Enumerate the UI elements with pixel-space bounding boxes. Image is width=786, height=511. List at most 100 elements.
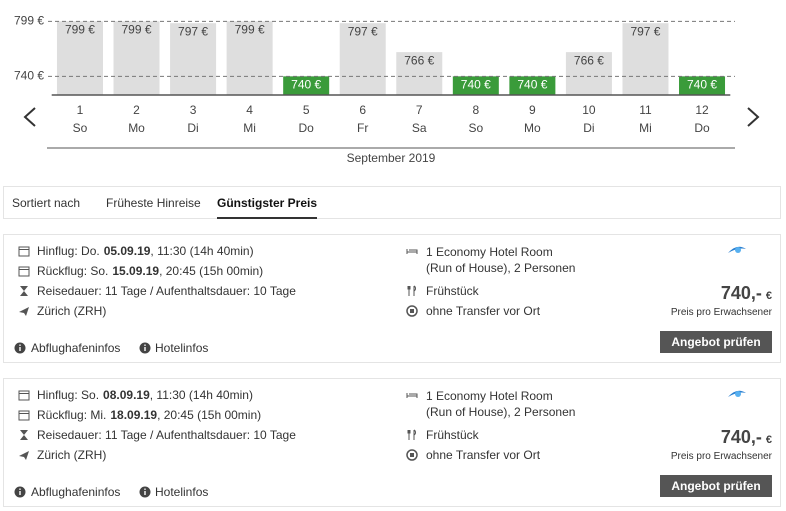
text: Zürich (ZRH) (37, 304, 107, 318)
bar-label: 797 € (630, 24, 660, 38)
text: Zürich (ZRH) (37, 448, 107, 462)
link[interactable]: Hotelinfos (155, 341, 209, 355)
cutlery-icon (407, 429, 416, 440)
bar-label: 797 € (178, 24, 208, 38)
bed-icon (406, 393, 418, 398)
bar-label: 740 € (687, 78, 717, 92)
text: , 20:45 (15h 00min) (157, 408, 262, 422)
weekday-label: Di (187, 121, 198, 135)
text: , 11:30 (14h 40min) (150, 244, 254, 258)
weekday-label: Mi (639, 121, 652, 135)
weekday-label: Do (299, 121, 315, 135)
currency: € (765, 290, 772, 302)
offer-button[interactable]: Angebot prüfen (660, 475, 772, 497)
offer-button[interactable]: Angebot prüfen (660, 331, 772, 353)
outbound-flight: Hinflug: So. 08.09.19, 11:30 (14h 40min) (37, 388, 253, 402)
info-icon (139, 486, 151, 498)
sort-label: Sortiert nach (12, 196, 81, 210)
info-icon (139, 342, 151, 354)
weekday-label: Mi (243, 121, 256, 135)
date: 15.09.19 (112, 264, 160, 278)
plane-icon (19, 451, 29, 460)
weekday-label: Sa (412, 121, 427, 135)
text: Rückflug: So. (37, 264, 109, 278)
duration: Reisedauer: 11 Tage / Aufenthaltsdauer: … (37, 284, 296, 298)
bar-label: 797 € (348, 24, 378, 38)
meal: Frühstück (426, 284, 479, 298)
x-tick-label: 11 (639, 103, 652, 117)
weekday-label: Di (583, 121, 594, 135)
link[interactable]: Abflughafeninfos (31, 485, 121, 499)
bar-label: 740 € (461, 78, 491, 92)
next-arrow[interactable] (747, 107, 760, 127)
bar (396, 52, 443, 95)
weekday-label: Fr (357, 121, 368, 135)
hourglass-icon (20, 430, 28, 440)
plane-icon (19, 307, 29, 316)
price-chart: September 2019 799 € 1 So 799 € 2 Mo 797 € 3 Di 7… (14, 14, 760, 165)
offer-card: Hinflug: Do. 05.09.19, 11:30 (14h 40min) R… (3, 234, 781, 363)
bar (283, 76, 330, 95)
operator-logo (728, 246, 746, 253)
x-tick-label: 2 (133, 103, 140, 117)
date: 05.09.19 (103, 244, 151, 258)
calendar-icon (18, 246, 30, 257)
weekday-label: Mo (128, 121, 145, 135)
bar (622, 23, 669, 95)
currency: € (765, 434, 772, 446)
date: 08.09.19 (103, 388, 150, 402)
bar-label: 740 € (517, 78, 547, 92)
bed-icon (406, 249, 418, 254)
bar-label: 766 € (574, 53, 604, 67)
duration: Reisedauer: 11 Tage / Aufenthaltsdauer: … (37, 428, 296, 442)
calendar-icon (18, 390, 30, 401)
date: 18.09.19 (110, 408, 158, 422)
link[interactable]: Hotelinfos (155, 485, 209, 499)
link[interactable]: Abflughafeninfos (31, 341, 121, 355)
weekday-label: Mo (524, 121, 541, 135)
x-tick-label: 1 (77, 103, 84, 117)
offer-card: Hinflug: So. 08.09.19, 11:30 (14h 40min) R… (3, 378, 781, 507)
sort-option[interactable]: Günstigster Preis (217, 196, 318, 219)
text: Hinflug: Do. (37, 244, 100, 258)
x-tick-label: 10 (582, 103, 596, 117)
bar (170, 23, 217, 95)
price-box: 740,- € (721, 283, 772, 306)
x-tick-label: 6 (359, 103, 366, 117)
bar (226, 21, 273, 95)
price-note: Preis pro Erwachsener (670, 451, 772, 462)
bar (339, 23, 386, 95)
x-axis-label: September 2019 (347, 151, 436, 165)
room: 1 Economy Hotel Room (Run of House), 2 P… (426, 389, 576, 419)
bar-label: 766 € (404, 53, 434, 67)
text: Reisedauer: 11 Tage / Aufenthaltsdauer: … (37, 284, 296, 298)
price-box: 740,- € (721, 427, 772, 450)
info-icon (14, 486, 26, 498)
prev-arrow[interactable] (23, 107, 36, 127)
bar (56, 21, 103, 95)
x-tick-label: 12 (695, 103, 709, 117)
y-tick-label: 799 € (14, 14, 44, 28)
weekday-label: So (468, 121, 483, 135)
calendar-icon (18, 266, 30, 277)
cutlery-icon (407, 285, 416, 296)
weekday-label: So (73, 121, 88, 135)
bar (679, 76, 726, 95)
meal: Frühstück (426, 428, 479, 442)
text: , 11:30 (14h 40min) (149, 388, 253, 402)
outbound-flight: Hinflug: Do. 05.09.19, 11:30 (14h 40min) (37, 244, 254, 258)
price: 740,- (720, 283, 762, 303)
sort-bar: Sortiert nach Früheste Hinreise Günstigst… (3, 186, 781, 219)
sort-option[interactable]: Früheste Hinreise (106, 196, 201, 210)
x-tick-label: 8 (472, 103, 479, 117)
transfer-icon (406, 305, 418, 317)
operator-logo (728, 390, 746, 397)
text: Reisedauer: 11 Tage / Aufenthaltsdauer: … (37, 428, 296, 442)
text: Hinflug: So. (37, 388, 100, 402)
bar-label: 799 € (235, 23, 265, 37)
price: 740,- (720, 427, 762, 447)
bar-label: 799 € (122, 23, 152, 37)
calendar-icon (18, 410, 30, 421)
room: 1 Economy Hotel Room (Run of House), 2 P… (426, 245, 576, 275)
